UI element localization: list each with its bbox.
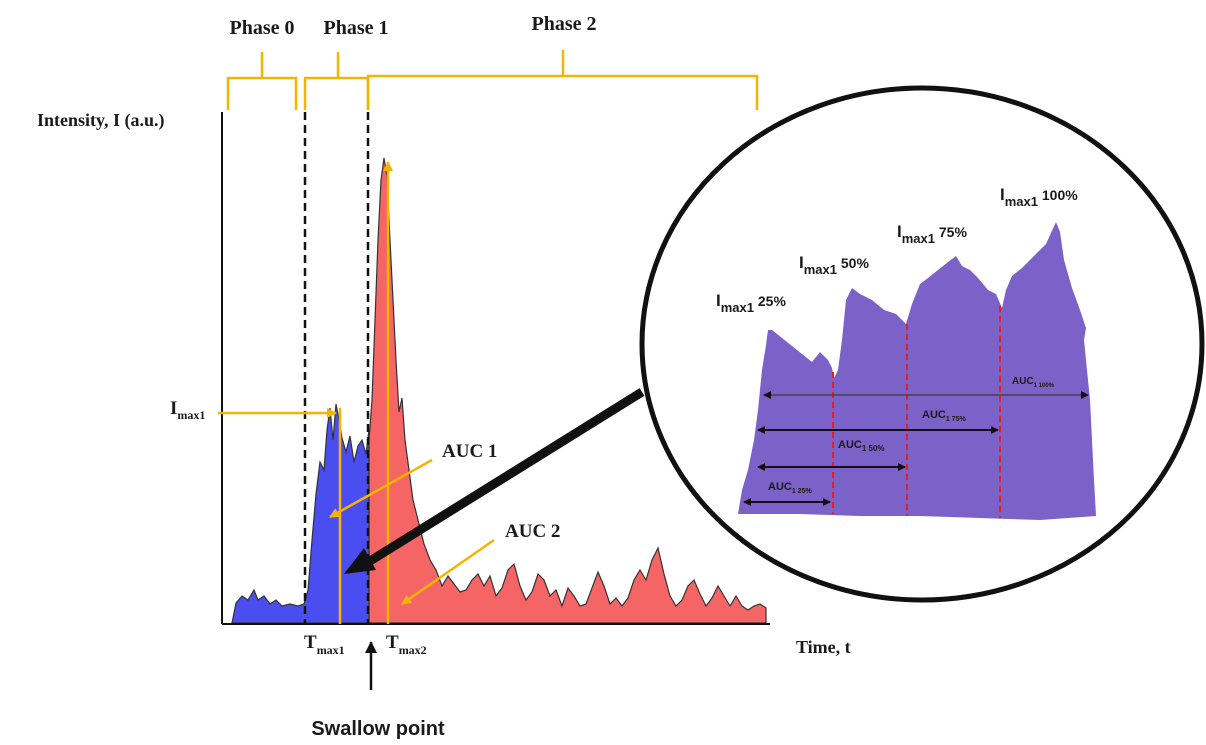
- swallow-point-label: Swallow point: [311, 718, 445, 740]
- phase-1-bracket: [303, 52, 370, 110]
- tmax1-label: Tmax1: [304, 632, 345, 657]
- phase-2-bracket: [366, 50, 759, 110]
- peak-100-label: Imax1 100%: [1000, 185, 1078, 209]
- auc1-pointer: [329, 458, 433, 519]
- peak-50-label: Imax1 50%: [799, 253, 869, 277]
- y-axis-label: Intensity, I (a.u.): [37, 110, 165, 131]
- peak-75-label: Imax1 75%: [897, 222, 967, 246]
- x-axis-label: Time, t: [796, 637, 851, 657]
- phase-1-label: Phase 1: [324, 17, 389, 39]
- phase-2-area: [368, 157, 767, 624]
- imax1-label: Imax1: [170, 398, 205, 422]
- peak-25-label: Imax1 25%: [716, 291, 786, 315]
- auc-50-label: AUC1 50%: [838, 439, 885, 453]
- phase-0-bracket: [226, 52, 298, 110]
- auc-25-label: AUC1 25%: [768, 481, 812, 495]
- auc-75-label: AUC1 75%: [922, 409, 966, 423]
- tmax2-label: Tmax2: [386, 632, 427, 657]
- auc-100-label: AUC1 100%: [1012, 376, 1055, 389]
- zoom-area: [738, 222, 1096, 520]
- zoom-pointer-head: [344, 548, 376, 574]
- phase-1-area: [231, 403, 370, 624]
- auc2-pointer: [401, 538, 495, 606]
- phase-2-label: Phase 2: [532, 13, 597, 35]
- phase-0-label: Phase 0: [230, 17, 295, 39]
- auc1-label: AUC 1: [442, 441, 497, 462]
- auc2-label: AUC 2: [505, 521, 560, 542]
- zoom-pointer-arrow: [359, 388, 645, 570]
